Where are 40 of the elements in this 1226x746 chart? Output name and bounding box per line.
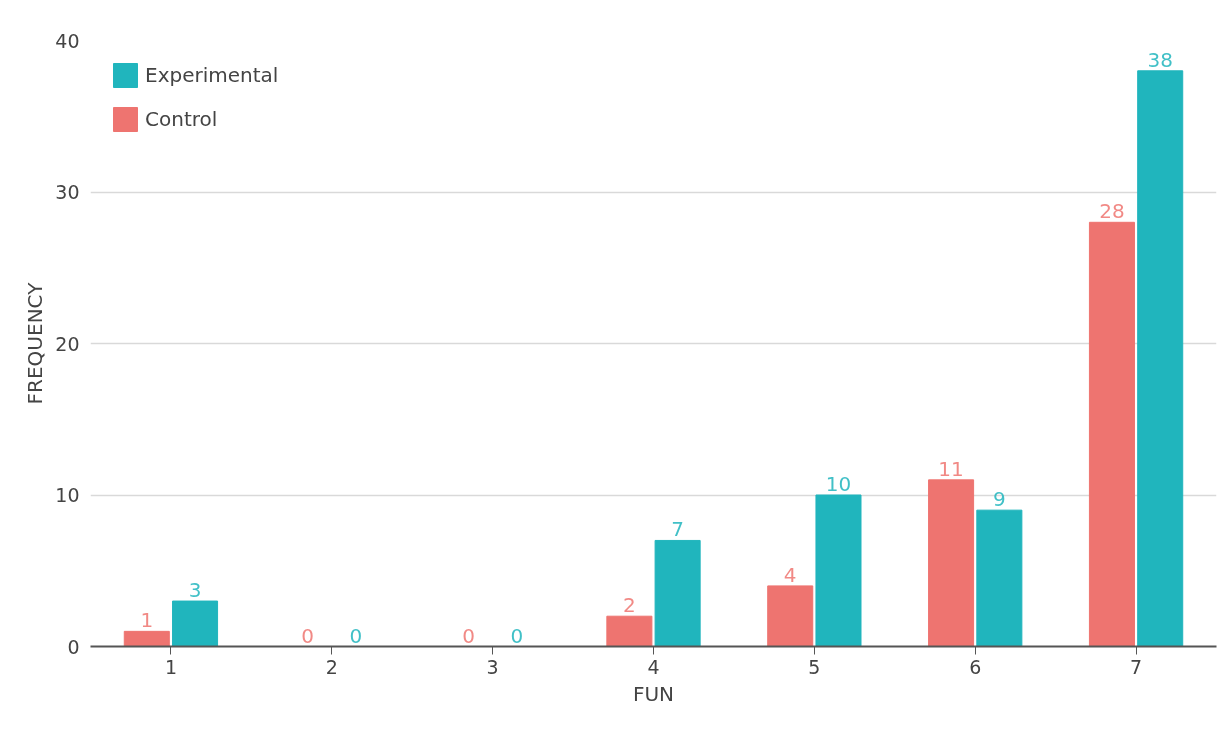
bar [606,615,653,647]
y-tick-label: 30 [55,181,80,203]
x-tick-label: 2 [325,655,338,678]
data-label: 7 [671,517,684,542]
bar [1137,70,1184,647]
data-label: 10 [825,472,852,496]
x-tick-label: 3 [486,655,499,678]
data-label: 0 [462,623,475,648]
data-label: 11 [938,456,964,481]
data-label: 4 [783,562,797,587]
bar [123,630,170,647]
data-label: 1 [140,608,154,633]
legend-label: Experimental [145,63,279,87]
y-tick-label: 40 [55,29,80,52]
data-label: 0 [301,623,315,648]
y-tick-label: 10 [55,484,80,506]
data-label: 3 [188,578,202,603]
data-label: 38 [1147,47,1173,72]
legend-label: Control [145,107,218,131]
x-tick-label: 7 [1130,655,1143,678]
x-axis-title: FUN [632,681,675,706]
x-tick-label: 4 [647,655,660,678]
x-tick-label: 5 [808,655,821,678]
x-tick-label: 1 [164,655,177,678]
bar [767,585,814,647]
bar [928,479,975,647]
y-tick-label: 20 [55,332,80,355]
data-label: 2 [623,593,636,618]
bar [815,494,862,647]
x-tick-label: 6 [969,655,982,678]
data-label: 0 [349,623,363,648]
bar [654,539,701,647]
y-axis-title: FREQUENCY [23,281,48,405]
data-label: 0 [510,623,524,648]
y-tick-label: 0 [67,635,80,658]
bar [976,509,1023,647]
data-label: 9 [992,487,1006,512]
bar [1088,221,1135,647]
bar [172,600,219,647]
data-label: 28 [1099,199,1125,224]
